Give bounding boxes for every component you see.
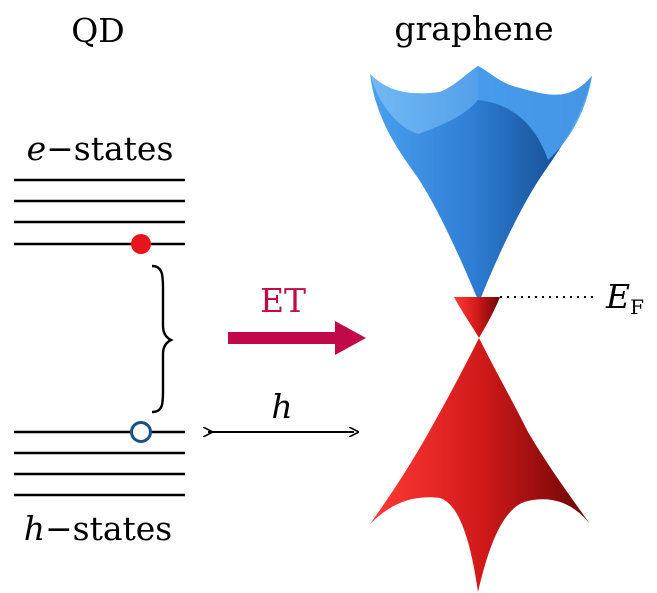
e-state-levels xyxy=(14,178,185,246)
et-label: ET xyxy=(260,281,306,320)
graphene-title: graphene xyxy=(394,9,553,48)
h-states-label: h−states xyxy=(24,509,173,548)
lower-cone xyxy=(370,338,590,592)
qd-title: QD xyxy=(71,11,125,50)
hole-ring xyxy=(130,421,152,443)
h-state-levels xyxy=(14,430,185,497)
gap-brace xyxy=(151,264,174,414)
upper-cone-rim-right xyxy=(478,66,592,160)
filled-states-above-dirac xyxy=(454,297,500,338)
upper-cone-rim xyxy=(370,66,478,134)
distance-label: h xyxy=(271,387,292,426)
fermi-level-label: EF xyxy=(605,277,644,319)
electron-dot xyxy=(131,234,151,254)
et-arrow xyxy=(228,321,366,355)
e-states-label: e−states xyxy=(27,129,174,168)
